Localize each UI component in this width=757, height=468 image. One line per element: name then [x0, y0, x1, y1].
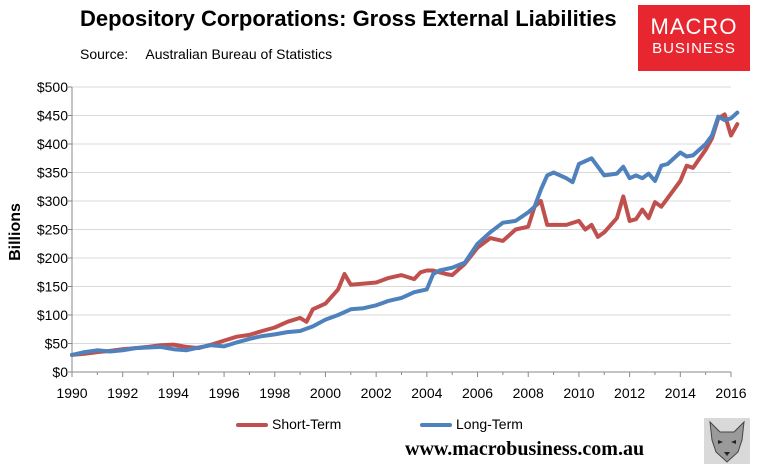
- website-url[interactable]: www.macrobusiness.com.au: [405, 438, 645, 460]
- y-tick-label: $350: [37, 165, 68, 181]
- logo-line-1: MACRO: [650, 14, 738, 39]
- axes: [68, 86, 732, 377]
- x-tick-label: 1996: [208, 385, 239, 401]
- legend-item-long-term: Long-Term: [420, 416, 523, 432]
- series-line-long-term: [70, 110, 740, 357]
- legend-swatch-short-term: [236, 423, 268, 428]
- source-value: Australian Bureau of Statistics: [145, 46, 333, 62]
- series-lines: [70, 110, 740, 357]
- series-line-short-term: [70, 112, 740, 357]
- logo-line-2: BUSINESS: [652, 40, 736, 57]
- x-tick-label: 2012: [614, 385, 645, 401]
- y-tick-label: $500: [37, 79, 68, 95]
- y-tick-label: $0: [52, 364, 68, 380]
- x-tick-label: 1992: [107, 385, 138, 401]
- source-line: Source: Australian Bureau of Statistics: [80, 46, 332, 62]
- x-tick-label: 1998: [259, 385, 290, 401]
- x-tick-label: 2010: [563, 385, 594, 401]
- y-tick-labels: $0 $50 $100 $150 $200 $250 $300 $350 $400 $450 $50…: [37, 79, 68, 380]
- x-tick-label: 2002: [361, 385, 392, 401]
- y-tick-label: $250: [37, 222, 68, 238]
- legend-swatch-long-term: [420, 423, 452, 428]
- chart-title: Depository Corporations: Gross External …: [80, 6, 617, 31]
- wolf-logo-icon: [704, 418, 750, 464]
- x-tick-label: 2000: [310, 385, 341, 401]
- y-tick-label: $200: [37, 250, 68, 266]
- gridlines: [72, 86, 731, 344]
- x-tick-label: 2006: [462, 385, 493, 401]
- x-tick-label: 1994: [158, 385, 189, 401]
- y-tick-label: $100: [37, 307, 68, 323]
- x-tick-label: 2016: [715, 385, 746, 401]
- y-tick-label: $150: [37, 279, 68, 295]
- y-tick-label: $450: [37, 108, 68, 124]
- y-tick-label: $300: [37, 193, 68, 209]
- y-tick-label: $400: [37, 136, 68, 152]
- macrobusiness-logo[interactable]: MACRO BUSINESS: [638, 5, 750, 71]
- y-tick-label: $50: [45, 336, 69, 352]
- legend-label-short-term: Short-Term: [272, 416, 342, 432]
- legend-item-short-term: Short-Term: [236, 416, 341, 432]
- x-tick-label: 1990: [56, 385, 87, 401]
- x-tick-labels: 1990 1992 1994 1996 1998 2000 2002 2004 2006 2008…: [56, 385, 746, 401]
- legend-label-long-term: Long-Term: [456, 416, 523, 432]
- x-tick-label: 2014: [665, 385, 696, 401]
- x-tick-label: 2008: [513, 385, 544, 401]
- x-tick-label: 2004: [411, 385, 442, 401]
- source-label: Source:: [80, 46, 129, 62]
